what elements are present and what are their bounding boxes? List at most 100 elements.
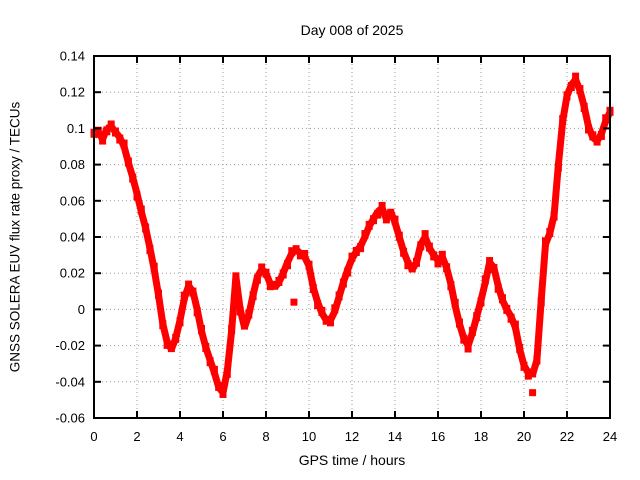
data-point — [266, 281, 274, 291]
data-point — [180, 291, 188, 301]
data-point — [236, 306, 244, 316]
data-point — [167, 343, 175, 353]
data-point — [408, 263, 416, 273]
data-outlier-point — [529, 389, 537, 397]
y-tick-label: 0 — [78, 302, 85, 317]
data-point — [567, 82, 575, 92]
data-point — [473, 312, 481, 322]
data-point — [305, 260, 313, 270]
data-point — [507, 313, 515, 323]
data-point — [262, 268, 270, 278]
data-point — [404, 260, 412, 270]
data-point — [202, 342, 210, 352]
tick-labels: 0 2 4 6 8 10 12 14 16 18 20 22 24-0.06-0.04-0.0200.0… — [55, 49, 617, 445]
data-point — [172, 333, 180, 343]
data-point — [499, 294, 506, 304]
data-point — [546, 228, 554, 238]
data-point — [357, 243, 365, 253]
x-tick-label: 6 — [219, 429, 226, 444]
data-segment — [155, 294, 167, 325]
data-point — [210, 365, 218, 375]
data-point — [215, 381, 223, 391]
x-tick-label: 18 — [474, 429, 488, 444]
data-point — [529, 368, 537, 378]
x-tick-label: 8 — [262, 429, 269, 444]
data-point — [520, 361, 528, 371]
data-point — [378, 201, 386, 211]
data-point — [301, 250, 309, 260]
tick-marks — [93, 55, 611, 419]
data-point — [223, 368, 231, 378]
data-point — [112, 127, 119, 137]
data-point — [365, 220, 373, 230]
data-point — [481, 275, 489, 285]
data-point — [443, 263, 451, 273]
data-point — [185, 280, 193, 290]
y-tick-label: 0.14 — [60, 49, 85, 64]
data-point — [434, 258, 442, 268]
data-point — [430, 251, 438, 261]
x-tick-label: 4 — [176, 429, 183, 444]
data-segment — [533, 300, 545, 361]
data-point — [503, 304, 511, 314]
y-tick-label: -0.04 — [55, 374, 85, 389]
y-tick-label: 0.06 — [60, 193, 85, 208]
x-tick-label: 20 — [517, 429, 531, 444]
data-segment — [537, 243, 549, 301]
data-point — [219, 388, 227, 398]
data-point — [296, 250, 304, 260]
x-tick-label: 22 — [560, 429, 574, 444]
x-tick-label: 14 — [388, 429, 402, 444]
data-point — [271, 280, 279, 290]
x-tick-label: 0 — [90, 429, 97, 444]
data-point — [580, 102, 588, 112]
data-point — [425, 242, 433, 252]
data-point — [245, 309, 253, 319]
data-point — [344, 267, 352, 277]
data-segment — [232, 276, 244, 310]
data-point — [387, 208, 395, 218]
data-outlier-point — [290, 298, 298, 306]
data-point — [318, 306, 326, 316]
data-point — [288, 247, 296, 257]
y-tick-label: 0.12 — [60, 85, 85, 100]
data-point — [99, 135, 107, 145]
y-tick-label: -0.02 — [55, 338, 85, 353]
data-point — [159, 320, 167, 330]
y-tick-label: 0.08 — [60, 157, 85, 172]
data-point — [107, 120, 115, 130]
data-segment — [176, 297, 188, 321]
data-point — [150, 262, 158, 272]
data-series — [90, 72, 614, 398]
data-segment — [223, 330, 236, 372]
data-point — [572, 72, 580, 82]
data-point — [189, 287, 197, 297]
data-point — [116, 134, 124, 144]
data-point — [533, 355, 541, 365]
data-point — [232, 272, 240, 282]
x-tick-label: 16 — [431, 429, 445, 444]
data-point — [241, 320, 248, 330]
x-tick-label: 12 — [345, 429, 359, 444]
data-point — [494, 283, 502, 293]
data-point — [292, 245, 300, 255]
data-point — [477, 297, 485, 307]
data-point — [456, 318, 463, 328]
data-point — [335, 291, 343, 301]
x-axis-label: GPS time / hours — [298, 452, 406, 468]
data-point — [490, 264, 498, 274]
data-point — [395, 231, 403, 241]
x-tick-label: 2 — [133, 429, 140, 444]
data-point — [486, 257, 494, 267]
y-axis-label: GNSS SOLERA EUV flux rate proxy / TECUs — [7, 101, 23, 373]
y-tick-label: 0.04 — [60, 230, 85, 245]
data-point — [370, 215, 377, 225]
data-point — [146, 244, 154, 254]
data-point — [137, 205, 145, 215]
grid-lines — [94, 56, 610, 418]
data-point — [352, 246, 360, 256]
data-point — [322, 315, 330, 325]
data-point — [554, 162, 562, 172]
data-point — [314, 300, 322, 310]
